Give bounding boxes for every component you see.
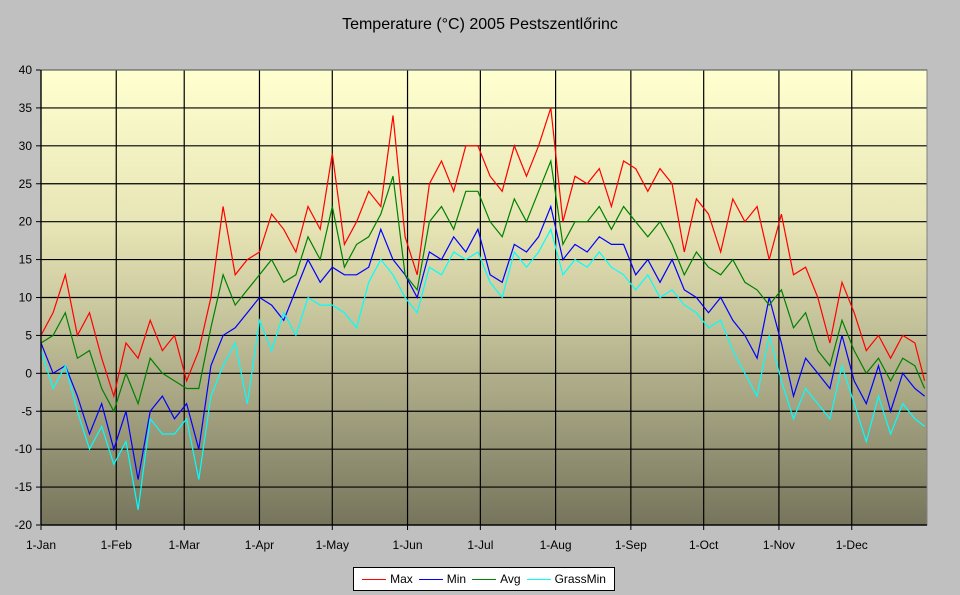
y-tick-label: 35 bbox=[19, 101, 33, 115]
series-line-grassmin bbox=[40, 227, 925, 510]
legend-swatch bbox=[472, 578, 497, 580]
x-tick-label: 1-Mar bbox=[169, 538, 200, 552]
legend-item-grassmin: GrassMin bbox=[526, 572, 606, 586]
legend-label: Min bbox=[446, 572, 467, 586]
y-tick-label: 5 bbox=[25, 328, 32, 342]
chart-legend: Max Min Avg GrassMin bbox=[353, 567, 615, 591]
x-tick-label: 1-Oct bbox=[689, 538, 719, 552]
legend-item-min: Min bbox=[418, 572, 467, 586]
y-tick-label: 10 bbox=[19, 291, 33, 305]
x-tick-label: 1-Nov bbox=[763, 538, 795, 552]
y-tick-label: 20 bbox=[19, 215, 33, 229]
y-tick-label: 0 bbox=[25, 366, 32, 380]
x-tick-label: 1-Jan bbox=[26, 538, 56, 552]
series-line-min bbox=[40, 204, 925, 480]
legend-swatch bbox=[362, 578, 387, 580]
y-tick-label: 25 bbox=[19, 177, 33, 191]
x-tick-label: 1-Apr bbox=[245, 538, 274, 552]
x-tick-label: 1-Jul bbox=[467, 538, 493, 552]
y-tick-label: 30 bbox=[19, 139, 33, 153]
legend-label: Max bbox=[390, 572, 413, 586]
x-tick-label: 1-Jun bbox=[393, 538, 423, 552]
series-line-avg bbox=[40, 158, 926, 413]
x-tick-label: 1-May bbox=[316, 538, 349, 552]
legend-swatch bbox=[526, 578, 551, 580]
series-line-max bbox=[40, 107, 926, 399]
x-tick-label: 1-Feb bbox=[101, 538, 133, 552]
y-tick-label: -15 bbox=[15, 480, 33, 494]
y-tick-label: -5 bbox=[21, 404, 32, 418]
legend-swatch bbox=[418, 578, 443, 580]
y-tick-label: -10 bbox=[15, 442, 33, 456]
x-tick-label: 1-Dec bbox=[836, 538, 868, 552]
x-tick-label: 1-Aug bbox=[540, 538, 572, 552]
legend-label: Avg bbox=[500, 572, 521, 586]
legend-label: GrassMin bbox=[554, 572, 606, 586]
y-tick-label: -20 bbox=[15, 518, 33, 532]
chart-title: Temperature (°C) 2005 Pestszentlőrinc bbox=[342, 16, 618, 33]
legend-item-avg: Avg bbox=[472, 572, 521, 586]
y-tick-label: 40 bbox=[19, 63, 33, 77]
y-tick-label: 15 bbox=[19, 253, 33, 267]
x-tick-label: 1-Sep bbox=[615, 538, 647, 552]
legend-item-max: Max bbox=[362, 572, 413, 586]
